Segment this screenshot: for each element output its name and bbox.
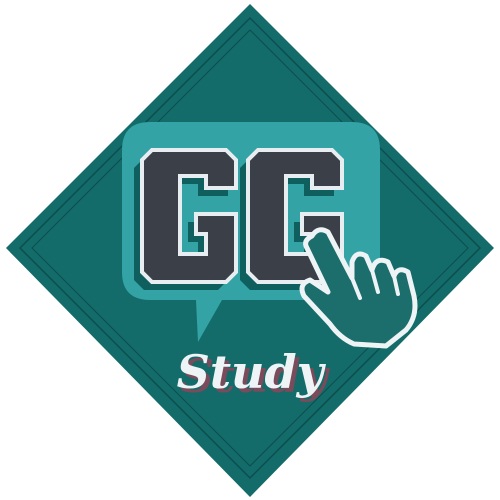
hand-pointer-icon: [299, 227, 418, 349]
wordmark-shadow: Study: [181, 349, 331, 403]
diamond-inner-line: [18, 16, 482, 480]
letter-g-1: [140, 148, 238, 284]
diamond-inner-line-2: [31, 29, 469, 467]
wordmark: Study: [177, 345, 327, 399]
